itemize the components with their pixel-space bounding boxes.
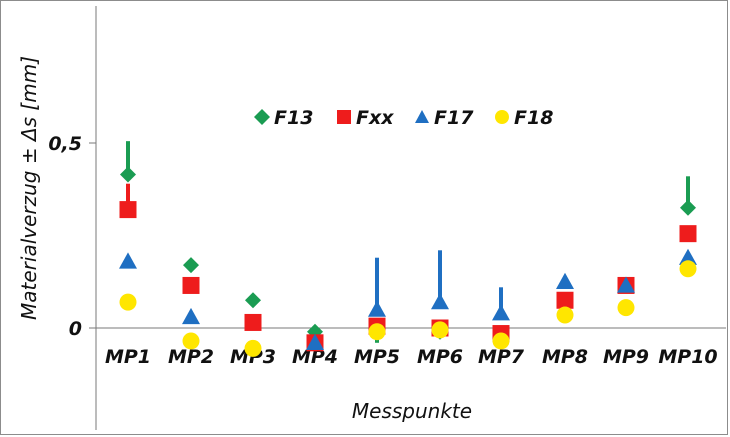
point-f18-mp8 <box>556 306 574 324</box>
legend-label-f17: F17 <box>434 107 474 129</box>
point-f18-mp7 <box>492 332 510 350</box>
x-tick-label: MP6 <box>417 346 463 368</box>
y-tick-label: 0 <box>69 318 82 340</box>
point-fxx-mp3 <box>244 313 262 331</box>
point-f17-mp2 <box>182 307 200 325</box>
point-f13-mp1 <box>120 166 136 183</box>
x-tick-label: MP3 <box>230 346 276 368</box>
x-tick-label: MP10 <box>658 346 717 368</box>
point-f18-mp9 <box>617 299 635 317</box>
point-f17-mp10 <box>679 248 697 265</box>
x-tick-label: MP8 <box>542 346 588 368</box>
y-axis-title: Materialverzug ± Δs [mm] <box>17 56 41 320</box>
x-tick-label: MP2 <box>168 346 214 368</box>
point-f13-mp3 <box>245 292 261 309</box>
legend-label-fxx: Fxx <box>356 107 394 129</box>
x-tick-label: MP5 <box>354 346 400 368</box>
point-f13-mp10 <box>680 199 696 216</box>
point-f17-mp8 <box>556 272 574 289</box>
markers <box>119 166 697 357</box>
point-f17-mp7 <box>492 304 510 321</box>
point-f17-mp4 <box>306 333 324 350</box>
point-f18-mp6 <box>431 321 449 339</box>
point-f13-mp2 <box>183 257 199 274</box>
legend-marker-f17 <box>415 110 429 123</box>
x-tick-label: MP1 <box>105 346 151 368</box>
point-f17-mp6 <box>431 293 449 310</box>
point-f18-mp1 <box>119 293 137 311</box>
legend-marker-f13 <box>254 109 270 125</box>
point-fxx-mp2 <box>182 276 200 294</box>
point-f17-mp9 <box>617 276 635 293</box>
legend-marker-f18 <box>495 110 509 124</box>
point-f18-mp10 <box>679 260 697 278</box>
point-fxx-mp1 <box>119 201 137 219</box>
x-tick-label: MP7 <box>478 346 525 368</box>
point-f17-mp1 <box>119 252 137 269</box>
legend-label-f18: F18 <box>514 107 553 129</box>
point-fxx-mp8 <box>556 291 574 309</box>
y-tick-label: 0,5 <box>48 133 82 155</box>
x-tick-label: MP9 <box>603 346 649 368</box>
error-bars <box>126 141 690 343</box>
point-f17-mp5 <box>368 300 386 317</box>
legend-marker-fxx <box>337 110 351 124</box>
point-f18-mp2 <box>182 332 200 350</box>
point-f18-mp3 <box>244 339 262 357</box>
x-tick-label: MP4 <box>292 346 338 368</box>
point-fxx-mp10 <box>679 225 697 243</box>
x-axis-title: Messpunkte <box>352 399 472 423</box>
legend-label-f13: F13 <box>274 107 313 129</box>
legend: F13 Fxx F17 F18 <box>254 107 553 129</box>
axes: 0 0,5 MP1 MP2 MP3 MP4 MP5 MP6 MP7 MP8 MP9 MP10 <box>48 6 726 430</box>
point-f18-mp5 <box>368 323 386 341</box>
